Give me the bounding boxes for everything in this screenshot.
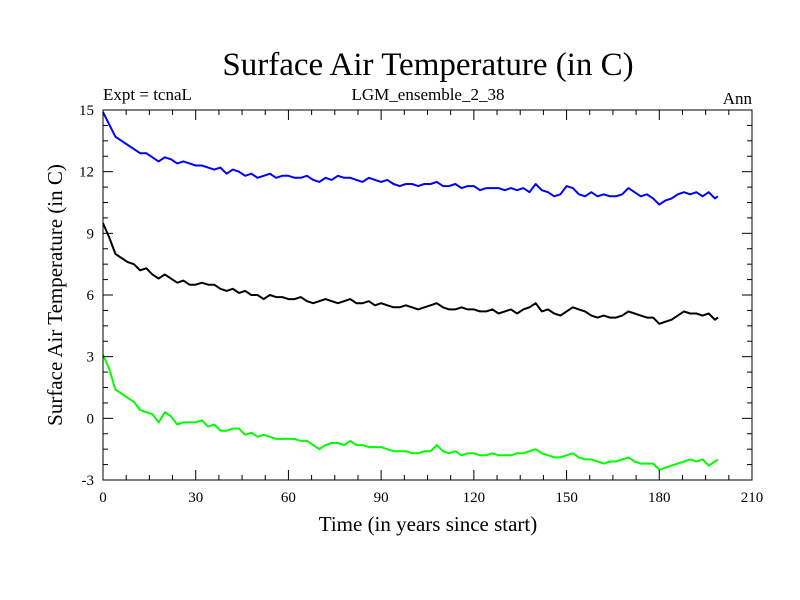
x-tick-label: 120 [463,490,486,506]
ensemble-label: LGM_ensemble_2_38 [352,85,505,104]
series-layer [102,111,719,471]
series-line-max [102,111,719,206]
x-tick-label: 30 [188,490,203,506]
experiment-label: Expt = tcnaL [103,85,192,104]
y-tick-label: 15 [79,103,94,119]
y-tick-label: 3 [87,350,95,366]
x-tick-label: 0 [99,490,107,506]
series-line-min [102,354,719,471]
y-tick-label: 9 [87,226,95,242]
x-axis-label: Time (in years since start) [319,512,538,536]
y-tick-label: -3 [82,473,95,489]
y-tick-label: 6 [87,288,95,304]
x-tick-label: 210 [741,490,764,506]
x-tick-label: 150 [555,490,578,506]
y-axis-label: Surface Air Temperature (in C) [43,164,67,426]
y-tick-label: 12 [79,165,94,181]
y-tick-label: 0 [87,411,95,427]
x-tick-label: 60 [281,490,296,506]
x-tick-label: 180 [648,490,671,506]
chart-title: Surface Air Temperature (in C) [222,47,633,83]
period-label: Ann [723,89,753,108]
plot-frame [102,109,753,481]
series-line-mean [102,222,719,325]
x-tick-label: 90 [374,490,389,506]
